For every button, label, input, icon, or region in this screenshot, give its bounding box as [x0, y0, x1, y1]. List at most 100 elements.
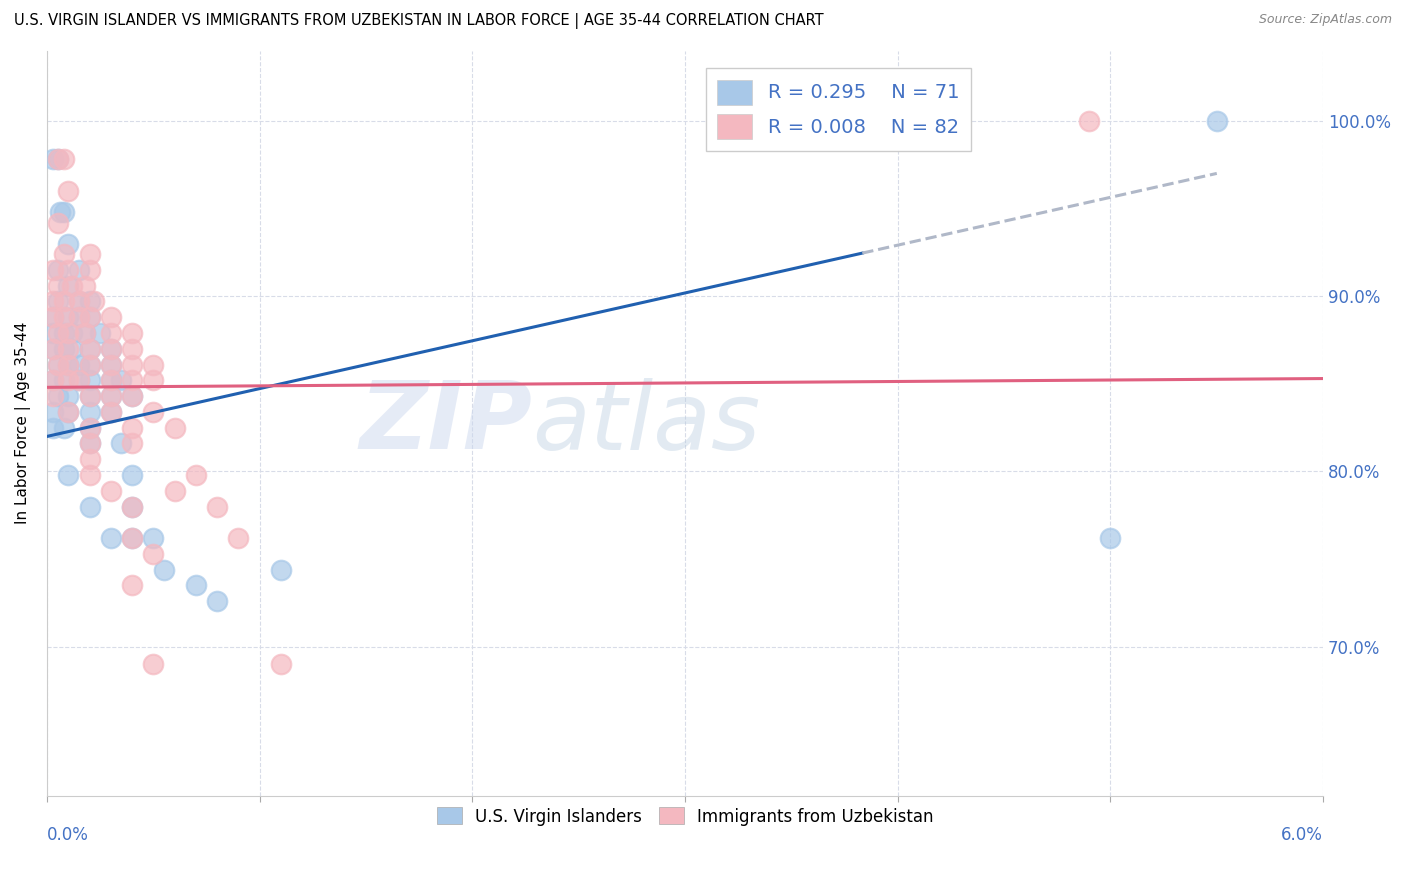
Point — [110, 373, 132, 387]
Legend: U.S. Virgin Islanders, Immigrants from Uzbekistan: U.S. Virgin Islanders, Immigrants from U… — [430, 801, 941, 832]
Point — [1099, 531, 1122, 545]
Point — [79, 467, 101, 482]
Point — [67, 310, 90, 325]
Point — [42, 373, 65, 387]
Point — [58, 184, 80, 198]
Point — [205, 500, 228, 514]
Point — [121, 326, 143, 340]
Point — [121, 578, 143, 592]
Point — [79, 389, 101, 403]
Point — [79, 436, 101, 450]
Point — [46, 153, 69, 167]
Point — [79, 342, 101, 356]
Point — [121, 531, 143, 545]
Point — [79, 342, 101, 356]
Point — [42, 294, 65, 309]
Point — [42, 153, 65, 167]
Point — [58, 358, 80, 372]
Text: 6.0%: 6.0% — [1281, 826, 1323, 844]
Point — [100, 405, 122, 419]
Point — [53, 326, 76, 340]
Point — [142, 657, 165, 672]
Point — [79, 405, 101, 419]
Point — [48, 205, 70, 219]
Point — [53, 205, 76, 219]
Point — [121, 373, 143, 387]
Point — [46, 278, 69, 293]
Point — [205, 594, 228, 608]
Point — [58, 373, 80, 387]
Point — [67, 358, 90, 372]
Point — [79, 310, 101, 325]
Point — [121, 342, 143, 356]
Point — [46, 263, 69, 277]
Point — [184, 578, 207, 592]
Point — [79, 500, 101, 514]
Point — [46, 358, 69, 372]
Point — [67, 310, 90, 325]
Point — [46, 326, 69, 340]
Point — [121, 389, 143, 403]
Point — [42, 326, 65, 340]
Point — [58, 389, 80, 403]
Point — [42, 342, 65, 356]
Point — [62, 326, 84, 340]
Point — [75, 326, 97, 340]
Point — [100, 373, 122, 387]
Point — [58, 467, 80, 482]
Point — [67, 294, 90, 309]
Point — [121, 467, 143, 482]
Point — [42, 373, 65, 387]
Point — [121, 389, 143, 403]
Point — [100, 531, 122, 545]
Point — [100, 405, 122, 419]
Point — [58, 236, 80, 251]
Point — [53, 153, 76, 167]
Point — [42, 310, 65, 325]
Point — [58, 405, 80, 419]
Point — [142, 531, 165, 545]
Point — [270, 563, 292, 577]
Y-axis label: In Labor Force | Age 35-44: In Labor Force | Age 35-44 — [15, 322, 31, 524]
Point — [83, 294, 105, 309]
Point — [184, 467, 207, 482]
Point — [79, 420, 101, 434]
Point — [75, 278, 97, 293]
Point — [75, 326, 97, 340]
Point — [100, 342, 122, 356]
Point — [42, 420, 65, 434]
Point — [79, 310, 101, 325]
Point — [100, 358, 122, 372]
Point — [100, 389, 122, 403]
Point — [100, 310, 122, 325]
Point — [53, 294, 76, 309]
Point — [79, 294, 101, 309]
Point — [79, 420, 101, 434]
Point — [53, 373, 76, 387]
Point — [121, 358, 143, 372]
Point — [142, 373, 165, 387]
Point — [89, 326, 111, 340]
Point — [163, 483, 186, 498]
Point — [58, 405, 80, 419]
Point — [142, 547, 165, 561]
Text: Source: ZipAtlas.com: Source: ZipAtlas.com — [1258, 13, 1392, 27]
Point — [62, 278, 84, 293]
Text: atlas: atlas — [531, 378, 761, 469]
Point — [53, 310, 76, 325]
Point — [100, 373, 122, 387]
Point — [121, 500, 143, 514]
Point — [79, 436, 101, 450]
Point — [1205, 113, 1227, 128]
Point — [142, 405, 165, 419]
Point — [58, 278, 80, 293]
Point — [58, 358, 80, 372]
Point — [42, 263, 65, 277]
Point — [153, 563, 176, 577]
Point — [58, 342, 80, 356]
Point — [53, 342, 76, 356]
Point — [121, 500, 143, 514]
Point — [46, 294, 69, 309]
Point — [100, 326, 122, 340]
Point — [121, 420, 143, 434]
